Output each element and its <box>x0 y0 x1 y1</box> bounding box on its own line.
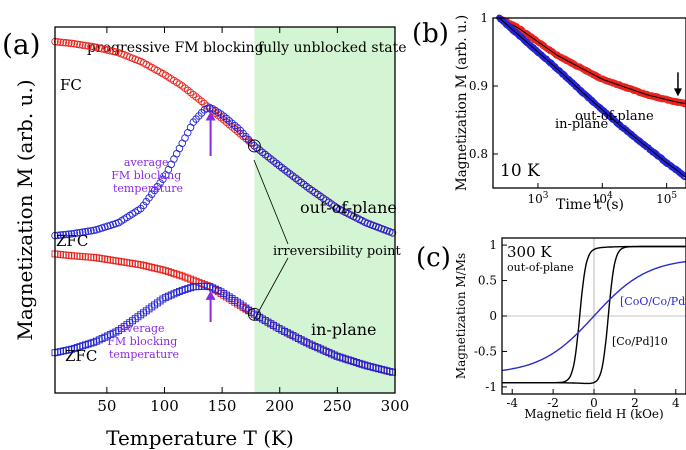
panel-a: (a) progressive FM blocking fully unbloc… <box>2 27 409 450</box>
y-tick-label: 1 <box>489 238 497 252</box>
x-tick-label: 300 <box>381 397 410 415</box>
panel-b-label: (b) <box>412 19 449 49</box>
panel-c-label: (c) <box>416 243 451 273</box>
y-tick-label: -0.5 <box>474 344 497 358</box>
y-label-a-text: Magnetization M (arb. u.) <box>13 79 37 340</box>
panel-c-temperature: 300 K <box>507 243 552 261</box>
y-tick-label: 1 <box>480 11 488 25</box>
x-tick-exponent: 3 <box>543 191 549 201</box>
panel-c-x-label: Magnetic field H (kOe) <box>524 407 663 421</box>
panel-b-temperature: 10 K <box>500 161 540 181</box>
bt-oop-line1: average <box>124 156 169 169</box>
bt-ip-line1: average <box>120 322 165 335</box>
panel-b-x-label: Time t (s) <box>556 197 624 213</box>
legend-co-pd: [Co/Pd]10 <box>612 335 668 348</box>
x-tick-exponent: 5 <box>671 191 677 201</box>
fc-label: FC <box>60 76 82 94</box>
bt-oop-line3: temperature <box>113 182 183 195</box>
y-tick-label: 0.5 <box>478 274 497 288</box>
x-tick-label: 50 <box>97 397 116 415</box>
panel-b-series-ip-label: in-plane <box>555 117 609 132</box>
panel-c: (c) -4 -2 0 2 4 -1 -0.5 0 0.5 1 300 K out-of-plan… <box>416 238 686 421</box>
panel-b-markers <box>497 15 686 180</box>
panel-c-y-label: Magnetization M/Ms <box>454 253 468 379</box>
panel-a-x-label: Temperature T (K) <box>106 426 294 450</box>
bt-ip-line2: FM blocking <box>107 335 177 348</box>
x-tick-label: 200 <box>265 397 294 415</box>
region-label-unblocked: fully unblocked state <box>258 40 407 56</box>
x-tick-label: 250 <box>323 397 352 415</box>
y-tick-label: 0.8 <box>469 147 488 161</box>
panel-a-label: (a) <box>2 28 41 61</box>
panel-c-ticks: -4 -2 0 2 4 -1 -0.5 0 0.5 1 <box>474 238 680 410</box>
y-tick-label: 0 <box>489 309 497 323</box>
x-tick-label: 103 <box>527 191 548 206</box>
ip-label: in-plane <box>311 320 377 339</box>
legend-coo-co-pd: [CoO/Co/Pd]10 <box>620 295 686 308</box>
x-tick-label: -4 <box>506 396 518 410</box>
panel-b-arrow <box>674 72 682 96</box>
panel-b: (b) 103 104 1050.80.91 out-of-plane in-pla… <box>412 11 686 213</box>
y-tick-label: -1 <box>485 380 497 394</box>
x-tick-label: 100 <box>150 397 179 415</box>
panel-b-y-label: Magnetization M (arb. u.) <box>454 15 470 191</box>
panel-a-y-label: Magnetization M (arb. u.) <box>13 79 37 340</box>
series-out-of-plane <box>497 15 686 107</box>
panel-c-orientation: out-of-plane <box>507 261 574 274</box>
x-label-a-text: Temperature T (K) <box>106 426 294 450</box>
bt-oop-line2: FM blocking <box>111 169 181 182</box>
irreversibility-label: irreversibility point <box>273 244 402 259</box>
oop-label: out-of-plane <box>300 198 397 217</box>
y-tick-label: 0.9 <box>469 79 488 93</box>
zfc-oop-label: ZFC <box>56 232 88 250</box>
zfc-ip-label: ZFC <box>65 347 97 365</box>
x-tick-label: 105 <box>656 191 677 206</box>
x-tick-label: 4 <box>672 396 680 410</box>
blocking-arrow-oop <box>206 112 216 156</box>
x-tick-label: 150 <box>208 397 237 415</box>
blocking-arrow-ip <box>206 291 216 322</box>
bt-ip-line3: temperature <box>109 348 179 361</box>
